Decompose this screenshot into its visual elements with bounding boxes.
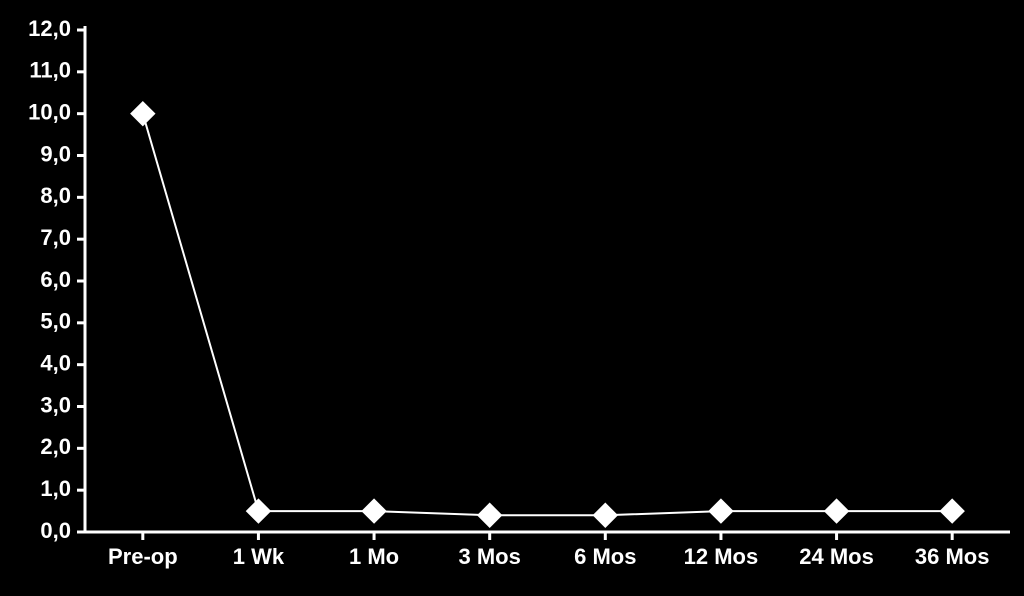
- x-tick-label: Pre-op: [108, 544, 178, 569]
- y-tick-label: 0,0: [40, 518, 71, 543]
- y-tick-label: 8,0: [40, 183, 71, 208]
- x-tick-label: 6 Mos: [574, 544, 636, 569]
- x-tick-label: 36 Mos: [915, 544, 990, 569]
- line-chart: 0,0 1,0 2,0 3,0 4,0 5,0 6,0 7,0 8,0 9,0 10,0 11,0 12…: [0, 0, 1024, 596]
- y-tick-label: 6,0: [40, 267, 71, 292]
- y-tick-label: 2,0: [40, 434, 71, 459]
- x-tick-label: 1 Wk: [233, 544, 285, 569]
- x-tick-label: 1 Mo: [349, 544, 399, 569]
- chart-background: [0, 0, 1024, 596]
- y-tick-label: 3,0: [40, 392, 71, 417]
- chart-container: 0,0 1,0 2,0 3,0 4,0 5,0 6,0 7,0 8,0 9,0 10,0 11,0 12…: [0, 0, 1024, 596]
- x-tick-label: 12 Mos: [684, 544, 759, 569]
- y-tick-label: 9,0: [40, 141, 71, 166]
- y-tick-label: 12,0: [28, 16, 71, 41]
- y-tick-label: 1,0: [40, 476, 71, 501]
- y-tick-label: 10,0: [28, 99, 71, 124]
- y-tick-label: 11,0: [29, 58, 71, 83]
- y-tick-label: 7,0: [40, 225, 71, 250]
- x-tick-label: 3 Mos: [459, 544, 521, 569]
- y-tick-label: 4,0: [40, 350, 71, 375]
- y-tick-label: 5,0: [40, 309, 71, 334]
- x-tick-label: 24 Mos: [799, 544, 874, 569]
